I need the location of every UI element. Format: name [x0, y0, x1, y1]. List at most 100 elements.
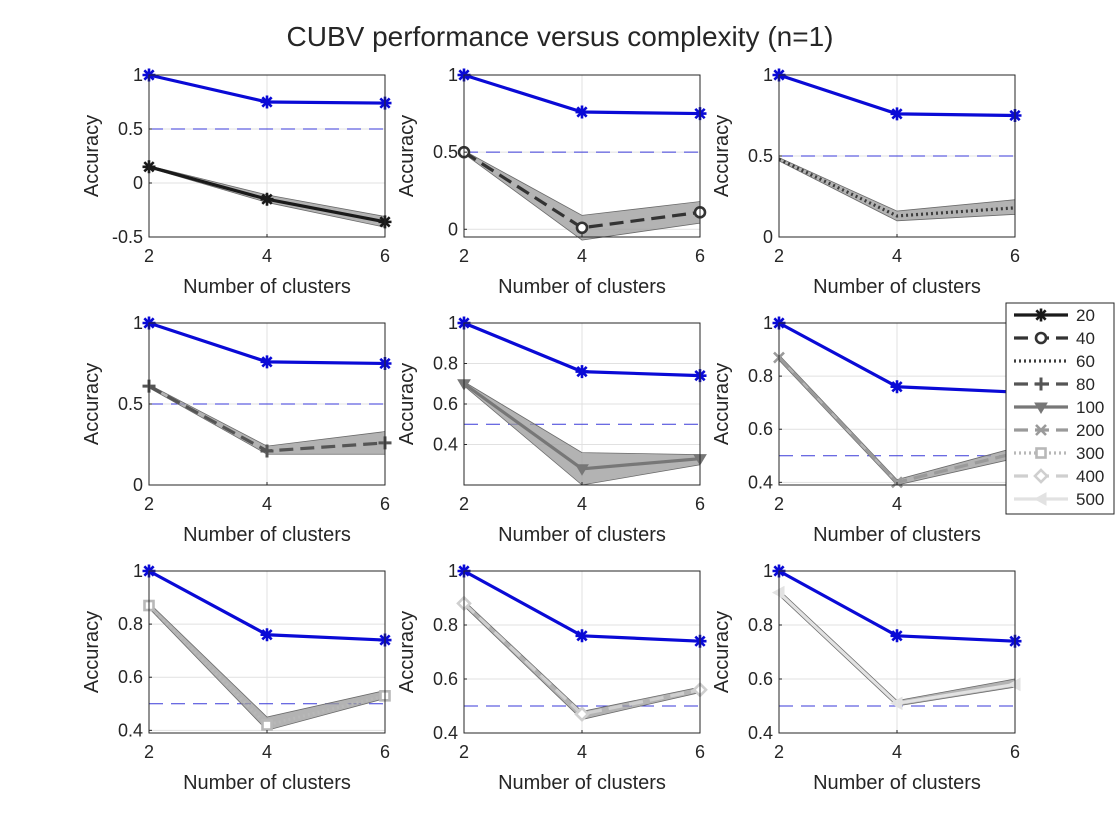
- reference-point: [890, 629, 904, 643]
- y-axis-label: Accuracy: [396, 611, 418, 693]
- x-axis-label: Number of clusters: [183, 772, 351, 794]
- y-tick-label: 0.4: [748, 472, 773, 492]
- x-axis-label: Number of clusters: [813, 524, 981, 546]
- subplot-5: 2 4 6 0.4 0.6 0.8 1 Number of clusters Accuracy: [396, 313, 707, 546]
- series-line-40: [463, 150, 701, 230]
- legend-label: 20: [1076, 306, 1095, 325]
- y-tick-label: 1: [133, 313, 143, 333]
- x-tick-label: 4: [892, 246, 902, 266]
- y-axis-label: Accuracy: [81, 363, 103, 445]
- y-tick-label: 1: [448, 561, 458, 581]
- y-tick-label: 0: [763, 227, 773, 247]
- y-tick-label: 0.4: [118, 720, 143, 740]
- y-tick-label: 0.6: [433, 669, 458, 689]
- y-tick-label: 0.6: [748, 669, 773, 689]
- y-tick-label: 0.8: [433, 615, 458, 635]
- y-tick-label: 1: [763, 561, 773, 581]
- legend-entry-40: 40: [1014, 329, 1095, 348]
- y-tick-label: 0.4: [433, 435, 458, 455]
- x-axis-label: Number of clusters: [183, 524, 351, 546]
- x-tick-label: 4: [577, 494, 587, 514]
- subplot-3: 2 4 6 0 0.5 1 Number of clusters Accuracy: [711, 65, 1022, 298]
- legend-entry-60: 60: [1014, 352, 1095, 371]
- series-line-400: [462, 602, 701, 716]
- legend-entry-300: 300: [1014, 444, 1104, 463]
- x-tick-label: 4: [577, 742, 587, 762]
- subplot-4: 2 4 6 0 0.5 1 Number of clusters Accuracy: [81, 313, 392, 546]
- x-axis-label: Number of clusters: [498, 772, 666, 794]
- legend-marker: [1033, 468, 1049, 484]
- x-tick-label: 6: [695, 494, 705, 514]
- x-tick-label: 6: [695, 246, 705, 266]
- x-tick-label: 2: [459, 742, 469, 762]
- x-tick-label: 6: [1010, 246, 1020, 266]
- y-tick-label: 0.6: [118, 667, 143, 687]
- y-tick-label: 0.8: [433, 354, 458, 374]
- x-tick-label: 6: [1010, 742, 1020, 762]
- x-tick-label: 2: [459, 494, 469, 514]
- legend-marker: [1034, 402, 1048, 414]
- reference-point: [260, 355, 274, 369]
- y-axis-label: Accuracy: [396, 115, 418, 197]
- subplot-2: 2 4 6 0 0.5 1 Number of clusters Accuracy: [396, 65, 707, 298]
- legend: 20 40 60 80 100 200 300 400 500: [1005, 302, 1115, 515]
- legend-marker: [1035, 447, 1047, 459]
- legend-marker: [1034, 308, 1048, 322]
- x-tick-label: 2: [774, 742, 784, 762]
- x-tick-label: 2: [459, 246, 469, 266]
- x-tick-label: 4: [892, 742, 902, 762]
- series-point-80: [260, 444, 274, 458]
- legend-label: 300: [1076, 444, 1104, 463]
- reference-point: [575, 105, 589, 119]
- y-tick-label: 0.6: [748, 419, 773, 439]
- subplot-8: 2 4 6 0.4 0.6 0.8 1 Number of clusters Accuracy: [396, 561, 708, 794]
- x-axis-label: Number of clusters: [498, 524, 666, 546]
- x-axis-label: Number of clusters: [183, 276, 351, 298]
- y-axis-label: Accuracy: [396, 363, 418, 445]
- y-axis-label: Accuracy: [81, 115, 103, 197]
- x-tick-label: 2: [144, 246, 154, 266]
- y-axis-label: Accuracy: [711, 363, 733, 445]
- x-axis-label: Number of clusters: [498, 276, 666, 298]
- legend-entry-100: 100: [1014, 398, 1104, 417]
- y-tick-label: 0.5: [433, 142, 458, 162]
- legend-label: 400: [1076, 467, 1104, 486]
- legend-entry-80: 80: [1014, 375, 1095, 394]
- reference-point: [890, 107, 904, 121]
- legend-marker: [1033, 492, 1047, 506]
- legend-label: 200: [1076, 421, 1104, 440]
- x-tick-label: 6: [380, 742, 390, 762]
- y-tick-label: 1: [448, 65, 458, 85]
- x-tick-label: 6: [695, 742, 705, 762]
- y-tick-label: 0: [133, 475, 143, 495]
- reference-point: [575, 365, 589, 379]
- y-tick-label: 1: [133, 561, 143, 581]
- series-point-20: [260, 192, 274, 206]
- series-line-300: [147, 604, 386, 727]
- y-axis-label: Accuracy: [81, 611, 103, 693]
- y-tick-label: 1: [448, 313, 458, 333]
- reference-point: [260, 628, 274, 642]
- subplot-7: 2 4 6 0.4 0.6 0.8 1 Number of clusters Accuracy: [81, 561, 392, 794]
- legend-entry-20: 20: [1014, 306, 1095, 325]
- y-tick-label: 0.4: [433, 723, 458, 743]
- series-point-500: [889, 696, 903, 711]
- y-tick-label: -0.5: [112, 227, 143, 247]
- y-tick-label: 0: [448, 219, 458, 239]
- subplot-1: 2 4 6 -0.5 0 0.5 1 Number of clusters Accuracy: [81, 65, 392, 298]
- y-tick-label: 0.8: [748, 366, 773, 386]
- legend-label: 500: [1076, 490, 1104, 509]
- y-tick-label: 0.5: [118, 394, 143, 414]
- legend-marker: [1034, 377, 1048, 391]
- y-tick-label: 1: [763, 313, 773, 333]
- series-point-300: [261, 719, 273, 731]
- y-axis-label: Accuracy: [711, 611, 733, 693]
- subplot-grid: 2 4 6 -0.5 0 0.5 1 Number of clusters Accuracy 2 4…: [81, 65, 1022, 794]
- x-tick-label: 2: [144, 742, 154, 762]
- legend-entry-200: 200: [1014, 421, 1104, 440]
- legend-label: 80: [1076, 375, 1095, 394]
- x-tick-label: 6: [380, 246, 390, 266]
- x-axis-label: Number of clusters: [813, 772, 981, 794]
